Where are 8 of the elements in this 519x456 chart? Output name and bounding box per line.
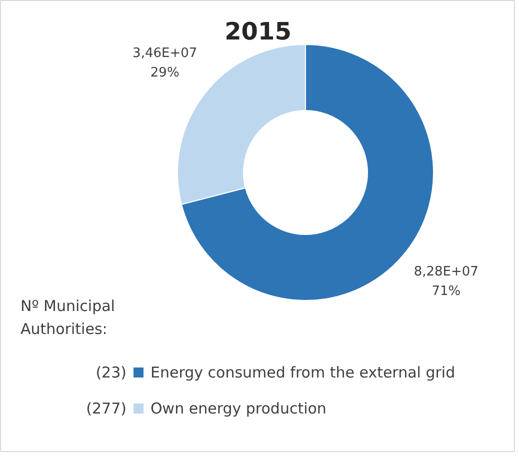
text: (277) bbox=[86, 400, 127, 418]
text: (23) bbox=[96, 364, 127, 382]
data-label: 3,46E+07 29% bbox=[132, 46, 198, 81]
chart-title: 2015 bbox=[224, 18, 292, 46]
legend-title: Nº Municipal Authorities: bbox=[20, 296, 115, 338]
legend-label: Energy consumed from the external grid bbox=[150, 364, 456, 382]
data-label: 8,28E+07 71% bbox=[414, 264, 478, 299]
legend-label: Own energy production bbox=[150, 400, 326, 418]
